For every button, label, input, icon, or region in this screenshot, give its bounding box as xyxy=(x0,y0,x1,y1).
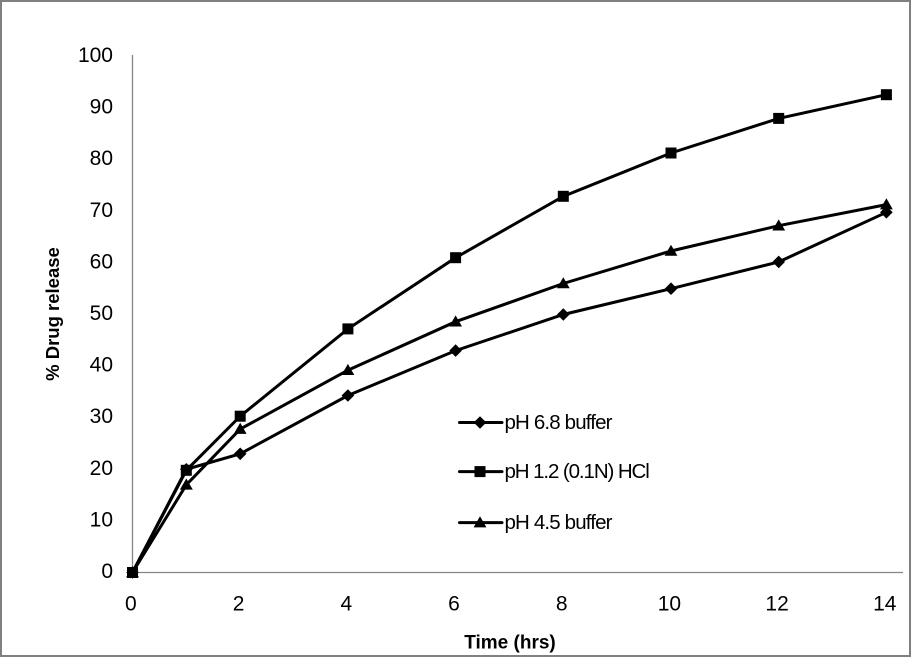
svg-text:2: 2 xyxy=(233,593,245,616)
svg-text:8: 8 xyxy=(556,593,568,616)
svg-text:30: 30 xyxy=(90,405,113,428)
svg-text:pH 4.5 buffer: pH 4.5 buffer xyxy=(505,511,613,534)
svg-text:10: 10 xyxy=(90,508,113,531)
svg-text:pH 1.2 (0.1N) HCl: pH 1.2 (0.1N) HCl xyxy=(505,460,650,483)
svg-text:80: 80 xyxy=(90,147,113,170)
svg-text:100: 100 xyxy=(78,44,113,67)
svg-text:70: 70 xyxy=(90,199,113,222)
svg-text:14: 14 xyxy=(873,593,897,616)
svg-text:12: 12 xyxy=(765,593,788,616)
svg-text:0: 0 xyxy=(101,560,113,583)
svg-text:40: 40 xyxy=(90,354,113,377)
svg-text:% Drug release: % Drug release xyxy=(42,247,63,381)
svg-text:50: 50 xyxy=(90,302,113,325)
svg-text:10: 10 xyxy=(658,593,681,616)
svg-text:20: 20 xyxy=(90,457,113,480)
svg-text:pH 6.8 buffer: pH 6.8 buffer xyxy=(505,411,613,434)
svg-text:90: 90 xyxy=(90,96,113,119)
svg-text:Time (hrs): Time (hrs) xyxy=(464,633,556,654)
svg-text:0: 0 xyxy=(125,593,137,616)
svg-text:6: 6 xyxy=(448,593,460,616)
svg-text:60: 60 xyxy=(90,250,113,273)
svg-text:4: 4 xyxy=(340,593,352,616)
